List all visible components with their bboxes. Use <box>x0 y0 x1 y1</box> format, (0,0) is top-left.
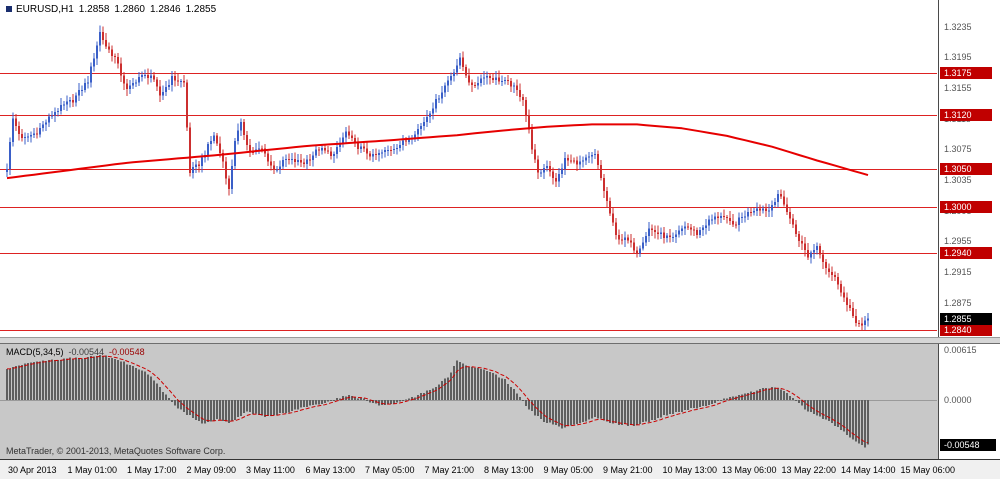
time-axis: 30 Apr 2013 1 May 01:00 1 May 17:00 2 May 0… <box>0 459 1000 479</box>
time-axis-label: 13 May 22:00 <box>781 465 837 475</box>
macd-value-signal: -0.00548 <box>109 347 145 357</box>
price-tick-label: 1.2875 <box>944 297 972 308</box>
price-axis: 1.32351.31951.31551.31151.30751.30351.29… <box>938 0 1000 338</box>
macd-current-badge: -0.00548 <box>940 438 996 451</box>
symbol-label: EURUSD,H1 <box>16 4 74 15</box>
price-level-badge[interactable]: 1.3000 <box>940 201 992 214</box>
price-tick-label: 1.2915 <box>944 267 972 277</box>
price-level-badge[interactable]: 1.3050 <box>940 162 992 175</box>
price-tick-label: 1.3075 <box>944 144 972 155</box>
time-axis-label: 2 May 09:00 <box>186 465 237 475</box>
ohlc-open: 1.2858 <box>78 4 110 15</box>
time-axis-label: 3 May 11:00 <box>246 465 295 475</box>
price-level-badge[interactable]: 1.3175 <box>940 67 992 79</box>
price-level-badge[interactable]: 1.2940 <box>940 247 992 260</box>
time-axis-label: 1 May 17:00 <box>127 465 177 475</box>
chart-title: EURUSD,H1 1.2858 1.2860 1.2846 1.2855 <box>6 4 216 15</box>
time-axis-label: 9 May 21:00 <box>603 465 653 475</box>
time-axis-label: 6 May 13:00 <box>305 465 356 475</box>
ohlc-close: 1.2855 <box>185 4 217 15</box>
panel-splitter[interactable] <box>0 337 1000 344</box>
price-tick-label: 1.3035 <box>944 174 972 185</box>
ohlc-high: 1.2860 <box>114 4 145 15</box>
time-axis-label: 13 May 06:00 <box>722 465 777 475</box>
macd-name: MACD(5,34,5) <box>6 347 64 357</box>
macd-value-main: -0.00544 <box>68 347 105 357</box>
macd-axis: 0.00615 0.0000 -0.00548 <box>938 344 1000 459</box>
price-tick-label: 1.3195 <box>944 52 972 63</box>
time-axis-label: 15 May 06:00 <box>900 465 956 475</box>
macd-indicator-label: MACD(5,34,5) -0.00544 -0.00548 <box>6 347 145 357</box>
macd-panel-background <box>0 344 938 459</box>
copyright-text: MetaTrader, © 2001-2013, MetaQuotes Soft… <box>6 446 226 456</box>
macd-zero-tick-label: 0.0000 <box>944 394 972 405</box>
chart-symbol-icon <box>6 6 12 12</box>
chart-canvas[interactable] <box>0 0 938 459</box>
price-level-badge[interactable]: 1.2840 <box>940 324 992 336</box>
time-axis-label: 7 May 05:00 <box>365 465 415 475</box>
ohlc-low: 1.2846 <box>149 4 181 15</box>
price-tick-label: 1.2955 <box>944 236 972 247</box>
time-axis-label: 30 Apr 2013 <box>8 465 57 475</box>
time-axis-label: 10 May 13:00 <box>662 465 718 475</box>
time-axis-label: 9 May 05:00 <box>543 465 594 475</box>
time-axis-label: 7 May 21:00 <box>424 465 475 475</box>
price-tick-label: 1.3235 <box>944 21 972 32</box>
price-tick-label: 1.3155 <box>944 82 972 93</box>
price-level-badge[interactable]: 1.3120 <box>940 109 992 122</box>
current-price-badge: 1.2855 <box>940 312 992 325</box>
macd-max-tick-label: 0.00615 <box>944 344 977 355</box>
time-axis-label: 14 May 14:00 <box>841 465 896 475</box>
time-axis-label: 8 May 13:00 <box>484 465 534 475</box>
time-axis-label: 1 May 01:00 <box>67 465 118 475</box>
